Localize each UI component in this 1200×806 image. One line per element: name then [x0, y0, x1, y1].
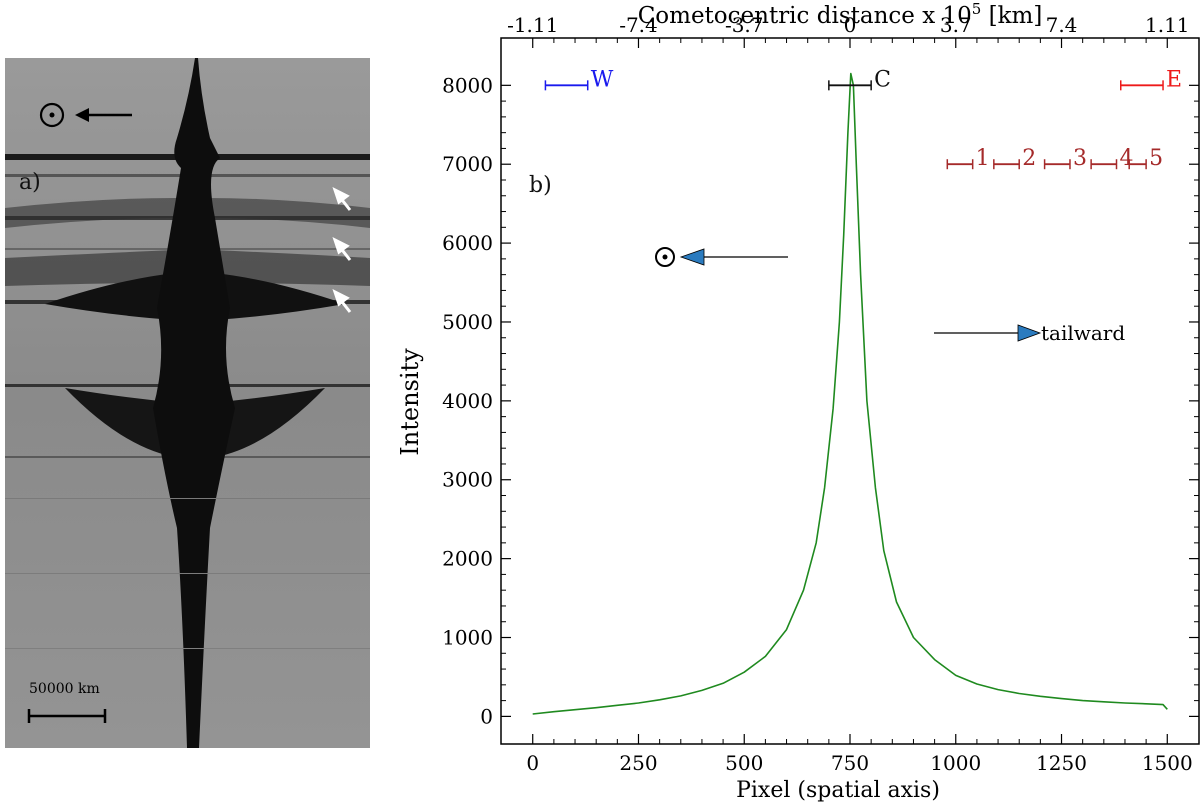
annotations: tailward [655, 247, 1125, 345]
scale-bar-label: 50000 km [29, 681, 100, 697]
aperture-marker: 5 [1128, 146, 1163, 171]
y-tick-label: 7000 [442, 152, 493, 176]
x-tick-label: 1250 [1036, 751, 1087, 775]
spectrum-image-panel: a) 50000 km [5, 58, 370, 748]
y-tick-label: 8000 [442, 73, 493, 97]
x-tick-label: 500 [725, 751, 763, 775]
aperture-label: 4 [1120, 146, 1134, 171]
x-axis-label: Pixel (spatial axis) [736, 778, 940, 803]
spectrum-image [5, 58, 370, 748]
aperture-label: 1 [976, 146, 990, 171]
aperture-label: W [591, 67, 614, 92]
aperture-marker: 2 [993, 146, 1036, 171]
top-tick-label: -3.7 [725, 13, 764, 37]
y-tick-label: 0 [480, 704, 493, 728]
y-tick-label: 1000 [442, 626, 493, 650]
y-tick-label: 4000 [442, 389, 493, 413]
y-tick-label: 2000 [442, 547, 493, 571]
aperture-label: 2 [1022, 146, 1036, 171]
axis-ticks [501, 38, 1199, 744]
plot-frame [500, 37, 1200, 745]
tailward-label: tailward [1041, 321, 1125, 345]
tailward-arrow-icon: tailward [934, 321, 1125, 345]
aperture-label: C [874, 67, 891, 92]
aperture-label: 5 [1149, 146, 1163, 171]
aperture-marker: W [544, 67, 614, 92]
x-tick-label: 750 [831, 751, 869, 775]
y-tick-labels: 0 1000 2000 3000 4000 5000 6000 7000 8000 [442, 73, 493, 728]
aperture-marker: C [828, 67, 891, 92]
aperture-marker: 3 [1043, 146, 1087, 171]
aperture-marker: E [1119, 67, 1182, 92]
white-arrow-icon [332, 289, 352, 313]
panel-b-label: b) [529, 173, 552, 198]
top-tick-label: 3.7 [940, 13, 972, 37]
series-layer [532, 72, 1168, 715]
top-axis-label: Cometocentric distance x 105 [km] [638, 0, 1043, 29]
top-tick-label: 7.4 [1046, 13, 1078, 37]
y-tick-label: 6000 [442, 231, 493, 255]
aperture-marker: 1 [946, 146, 990, 171]
top-tick-label: -1.11 [507, 13, 558, 37]
x-tick-label: 1000 [930, 751, 981, 775]
x-tick-label: 250 [619, 751, 657, 775]
panel-a-label: a) [19, 170, 41, 195]
sun-direction-arrow-icon [39, 102, 132, 128]
aperture-label: 3 [1073, 146, 1087, 171]
x-tick-labels: 0 250 500 750 1000 1250 1500 [526, 751, 1192, 775]
scale-bar [27, 709, 107, 723]
aperture-markers: W C E 1 2 3 4 5 [544, 67, 1182, 171]
top-tick-labels: -1.11 -7.4 -3.7 0 3.7 7.4 1.11 [507, 13, 1189, 37]
x-tick-label: 1500 [1142, 751, 1193, 775]
y-axis-label: Intensity [396, 348, 424, 456]
plot-border [500, 37, 1200, 745]
white-arrow-icon [332, 187, 352, 211]
sun-direction-arrow-icon [655, 247, 788, 267]
aperture-label: E [1166, 67, 1182, 92]
x-tick-label: 0 [526, 751, 539, 775]
series-line [532, 72, 1168, 715]
top-tick-label: -7.4 [619, 13, 658, 37]
aperture-marker: 4 [1090, 146, 1134, 171]
top-tick-label: 1.11 [1145, 13, 1190, 37]
y-tick-label: 5000 [442, 310, 493, 334]
top-tick-label: 0 [844, 13, 857, 37]
y-tick-label: 3000 [442, 468, 493, 492]
white-arrow-icon [332, 237, 352, 261]
